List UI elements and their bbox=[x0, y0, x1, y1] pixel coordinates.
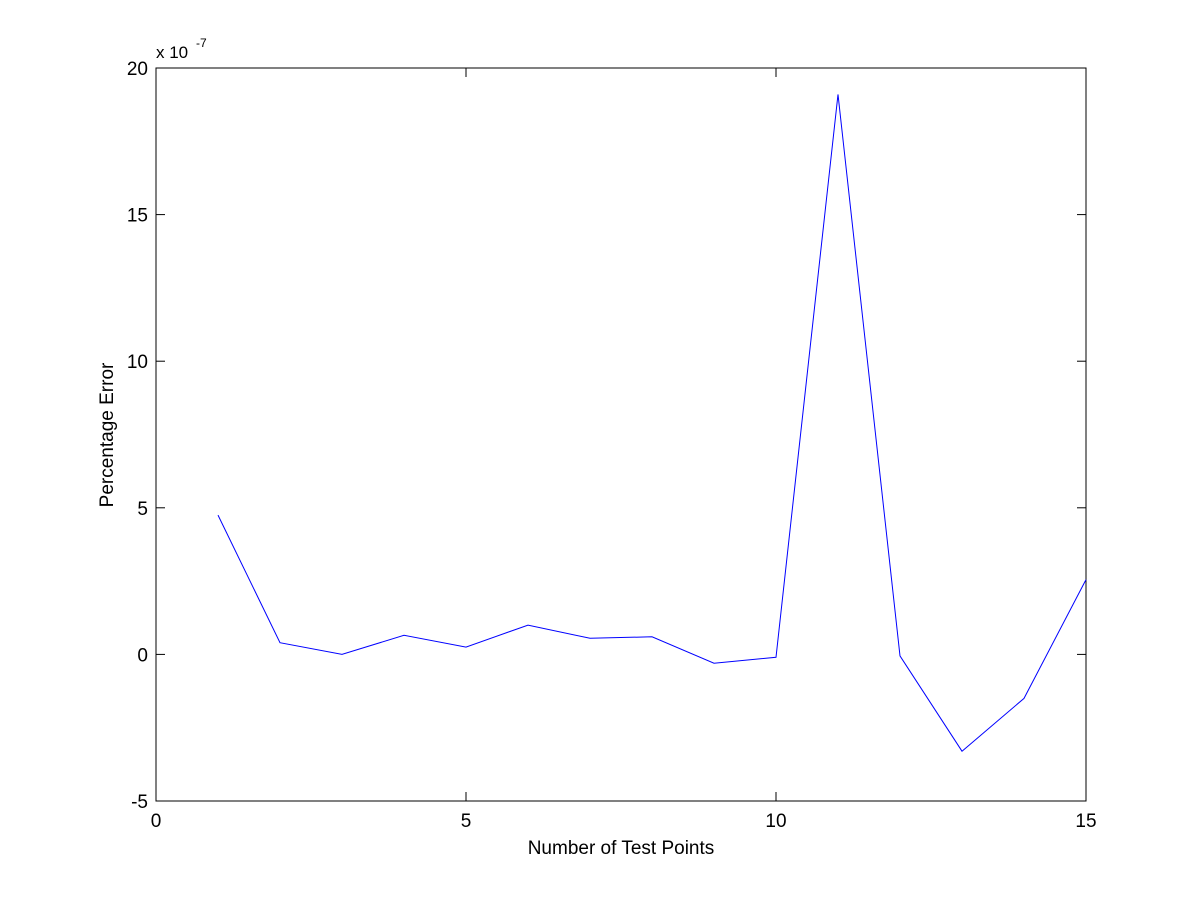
x-tick-label: 10 bbox=[765, 811, 786, 832]
tick-marks bbox=[155, 67, 1087, 802]
y-tick-label: 15 bbox=[127, 206, 148, 227]
y-tick-label: 5 bbox=[137, 499, 148, 520]
y-tick-label: 0 bbox=[137, 645, 148, 666]
y-axis-label: Percentage Error bbox=[97, 362, 118, 507]
plot-area bbox=[155, 67, 1087, 802]
series-line bbox=[217, 94, 1087, 752]
y-tick-label: 10 bbox=[127, 352, 148, 373]
x-tick-label: 15 bbox=[1075, 811, 1096, 832]
y-tick-label: -5 bbox=[131, 792, 148, 813]
x-axis-label: Number of Test Points bbox=[528, 838, 715, 859]
y-exponent-base: x 10 bbox=[156, 43, 188, 62]
y-tick-label: 20 bbox=[127, 59, 148, 80]
x-tick-label: 5 bbox=[461, 811, 472, 832]
y-exponent-power: -7 bbox=[196, 36, 207, 50]
x-tick-label: 0 bbox=[151, 811, 162, 832]
